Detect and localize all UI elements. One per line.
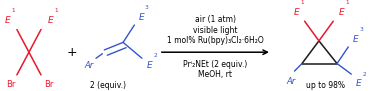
Text: 3: 3 <box>145 5 149 10</box>
Text: Prⁱ₂NEt (2 equiv.): Prⁱ₂NEt (2 equiv.) <box>183 60 248 69</box>
Text: 3: 3 <box>359 27 363 32</box>
Text: 1 mol% Ru(bpy)₃Cl₂·6H₂O: 1 mol% Ru(bpy)₃Cl₂·6H₂O <box>167 36 264 45</box>
Text: 2: 2 <box>363 72 366 77</box>
Text: 1: 1 <box>300 0 304 5</box>
Text: 1: 1 <box>54 8 58 13</box>
Text: E: E <box>147 61 152 70</box>
Text: E: E <box>293 8 299 17</box>
Text: E: E <box>356 79 362 88</box>
Text: Ar: Ar <box>286 77 295 86</box>
Text: MeOH, rt: MeOH, rt <box>198 70 232 79</box>
Text: 2 (equiv.): 2 (equiv.) <box>90 81 126 90</box>
Text: air (1 atm): air (1 atm) <box>195 15 236 24</box>
Text: Br: Br <box>45 80 54 89</box>
Text: E: E <box>5 16 10 25</box>
Text: E: E <box>339 8 344 17</box>
Text: E: E <box>138 13 144 22</box>
Text: Br: Br <box>6 80 15 89</box>
Text: +: + <box>66 46 77 59</box>
Text: up to 98%: up to 98% <box>306 81 345 90</box>
Text: 1: 1 <box>345 0 349 5</box>
Text: visible light: visible light <box>193 26 238 35</box>
Text: Ar: Ar <box>85 61 94 70</box>
Text: E: E <box>48 16 53 25</box>
Text: 1: 1 <box>11 8 15 13</box>
Text: E: E <box>353 35 359 44</box>
Text: 2: 2 <box>153 54 157 59</box>
